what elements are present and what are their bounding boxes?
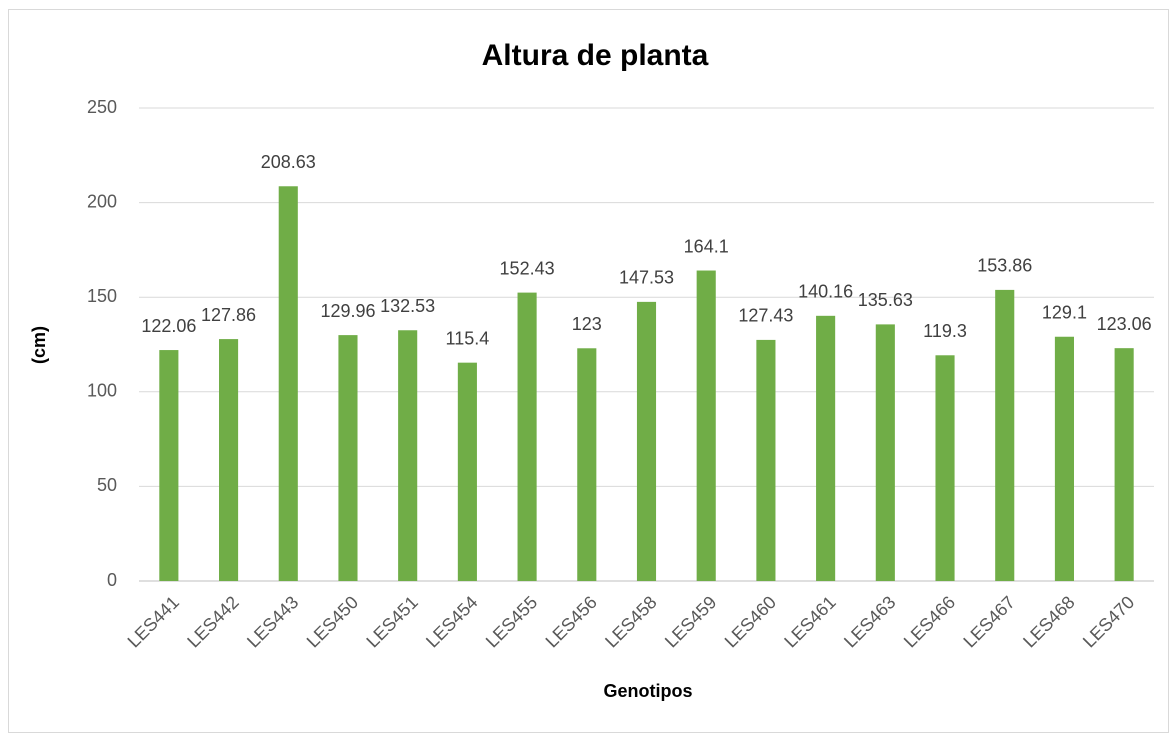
bar: [756, 339, 776, 581]
bar: [1054, 336, 1074, 581]
data-label: 153.86: [977, 256, 1032, 276]
x-tick-label: LES455: [482, 592, 541, 651]
y-axis-label: (cm): [29, 326, 49, 364]
x-tick-label: LES442: [183, 592, 242, 651]
x-tick-label: LES458: [601, 592, 660, 651]
x-tick-label: LES466: [900, 592, 959, 651]
data-label: 127.43: [738, 306, 793, 326]
y-tick-label: 50: [97, 475, 117, 495]
data-label: 132.53: [380, 296, 435, 316]
bar: [517, 292, 537, 581]
x-tick-label: LES468: [1019, 592, 1078, 651]
x-tick-label: LES470: [1079, 592, 1138, 651]
x-tick-label: LES461: [780, 592, 839, 651]
bar: [159, 350, 179, 581]
chart-title: Altura de planta: [482, 39, 709, 72]
data-label: 127.86: [201, 305, 256, 325]
y-tick-label: 250: [87, 97, 117, 117]
x-tick-label: LES467: [959, 592, 1018, 651]
x-tick-label: LES451: [362, 592, 421, 651]
data-label: 129.96: [320, 301, 375, 321]
x-tick-label: LES456: [542, 592, 601, 651]
data-label: 122.06: [141, 316, 196, 336]
bar: [338, 335, 358, 581]
data-label: 164.1: [684, 236, 729, 256]
x-tick-label: LES460: [721, 592, 780, 651]
x-tick-label: LES463: [840, 592, 899, 651]
x-axis-label: Genotipos: [604, 681, 693, 701]
data-label: 152.43: [500, 258, 555, 278]
bar: [935, 355, 955, 581]
bar: [219, 339, 239, 581]
data-label: 135.63: [858, 290, 913, 310]
bar: [398, 330, 418, 581]
bar: [816, 315, 836, 581]
x-tick-label: LES441: [124, 592, 183, 651]
bar: [696, 270, 716, 581]
x-tick-label: LES459: [661, 592, 720, 651]
bar: [457, 362, 477, 581]
bar: [636, 301, 657, 581]
y-tick-label: 100: [87, 381, 117, 401]
x-tick-label: LES443: [243, 592, 302, 651]
data-label: 119.3: [923, 321, 967, 341]
y-tick-label: 0: [107, 570, 117, 590]
data-label: 123.06: [1097, 314, 1152, 334]
data-label: 140.16: [798, 282, 853, 302]
data-label: 129.1: [1042, 302, 1087, 322]
x-tick-label: LES450: [303, 592, 362, 651]
chart-border: [8, 9, 1169, 733]
bar: [875, 324, 895, 581]
data-label: 208.63: [261, 152, 316, 172]
data-label: 123: [572, 314, 602, 334]
bar: [577, 348, 597, 581]
bar: [995, 289, 1015, 581]
y-tick-label: 150: [87, 286, 117, 306]
data-label: 147.53: [619, 268, 674, 288]
y-tick-label: 200: [87, 191, 117, 211]
bar: [1114, 348, 1134, 581]
bar: [278, 186, 298, 581]
x-tick-label: LES454: [422, 592, 481, 651]
data-label: 115.4: [446, 328, 490, 348]
